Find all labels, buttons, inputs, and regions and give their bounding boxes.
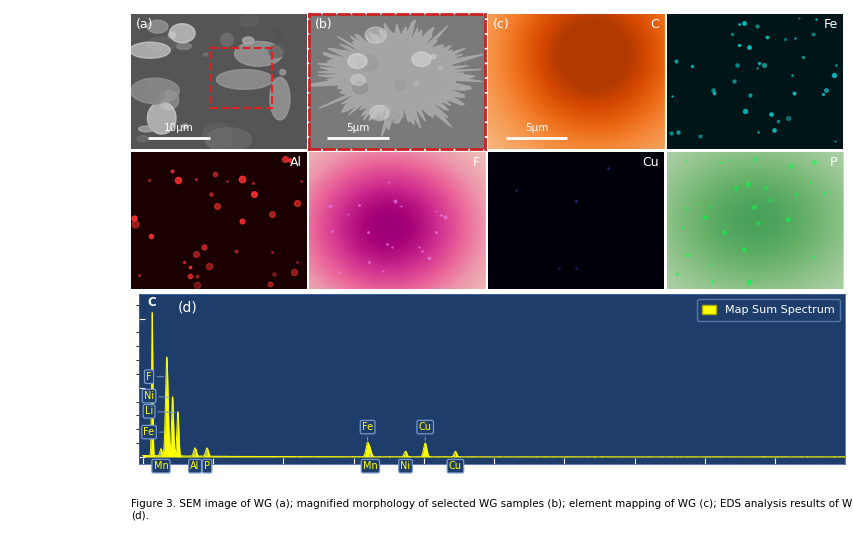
Text: Cu: Cu — [641, 156, 659, 169]
Text: keV: keV — [824, 478, 844, 488]
Polygon shape — [352, 82, 368, 94]
Polygon shape — [305, 20, 483, 137]
Polygon shape — [369, 106, 388, 120]
Polygon shape — [347, 54, 367, 68]
Text: Ni: Ni — [144, 391, 170, 401]
Text: F: F — [146, 372, 164, 382]
Polygon shape — [438, 66, 443, 70]
Text: (c): (c) — [493, 18, 509, 31]
Text: C: C — [148, 296, 156, 309]
Polygon shape — [183, 124, 188, 128]
Polygon shape — [131, 78, 179, 104]
Polygon shape — [203, 53, 207, 56]
Polygon shape — [177, 43, 191, 50]
Text: (b): (b) — [314, 18, 332, 31]
Polygon shape — [374, 105, 391, 118]
Text: Al: Al — [190, 451, 200, 471]
Polygon shape — [413, 82, 418, 85]
Polygon shape — [386, 112, 398, 122]
Polygon shape — [242, 37, 253, 44]
Polygon shape — [160, 90, 178, 110]
Text: Mn: Mn — [154, 453, 168, 471]
Text: Ni: Ni — [400, 454, 410, 471]
Text: (a): (a) — [136, 18, 154, 31]
Y-axis label: cps/eV: cps/eV — [102, 360, 112, 397]
Polygon shape — [411, 52, 430, 67]
Text: 5μm: 5μm — [345, 122, 369, 133]
Bar — [210, 47, 271, 108]
Polygon shape — [202, 123, 232, 148]
Text: P: P — [204, 451, 210, 471]
Text: Fe: Fe — [822, 18, 837, 31]
Text: 10μm: 10μm — [164, 122, 194, 133]
Polygon shape — [147, 79, 164, 104]
Text: C: C — [118, 282, 125, 292]
Polygon shape — [138, 126, 154, 132]
Polygon shape — [357, 55, 378, 71]
Text: F: F — [473, 156, 479, 169]
Polygon shape — [270, 77, 290, 120]
Text: P: P — [829, 156, 837, 169]
Polygon shape — [275, 28, 281, 39]
Polygon shape — [216, 69, 273, 89]
Polygon shape — [168, 32, 176, 39]
Polygon shape — [137, 136, 148, 142]
Polygon shape — [240, 15, 258, 27]
Polygon shape — [206, 128, 251, 152]
Text: 5μm: 5μm — [525, 122, 548, 133]
Polygon shape — [351, 74, 365, 85]
Polygon shape — [147, 20, 168, 33]
Polygon shape — [169, 24, 194, 42]
Polygon shape — [269, 45, 283, 58]
Text: Li: Li — [145, 406, 175, 417]
Text: Cu: Cu — [418, 422, 432, 440]
Text: (d): (d) — [177, 300, 198, 315]
Polygon shape — [148, 102, 176, 134]
Text: Cu: Cu — [449, 454, 461, 471]
Polygon shape — [130, 42, 170, 58]
Polygon shape — [147, 37, 177, 51]
Legend: Map Sum Spectrum: Map Sum Spectrum — [696, 299, 838, 321]
Text: Al: Al — [289, 156, 301, 169]
Polygon shape — [365, 27, 386, 43]
Polygon shape — [235, 41, 282, 66]
Polygon shape — [430, 55, 436, 58]
Text: Mn: Mn — [363, 454, 377, 471]
Polygon shape — [280, 69, 285, 75]
Text: C: C — [649, 18, 659, 31]
Text: Fe: Fe — [362, 422, 373, 440]
Polygon shape — [221, 33, 233, 46]
Polygon shape — [394, 80, 406, 89]
Text: Fe: Fe — [143, 427, 165, 437]
Text: Figure 3. SEM image of WG (a); magnified morphology of selected WG samples (b); : Figure 3. SEM image of WG (a); magnified… — [131, 499, 853, 520]
